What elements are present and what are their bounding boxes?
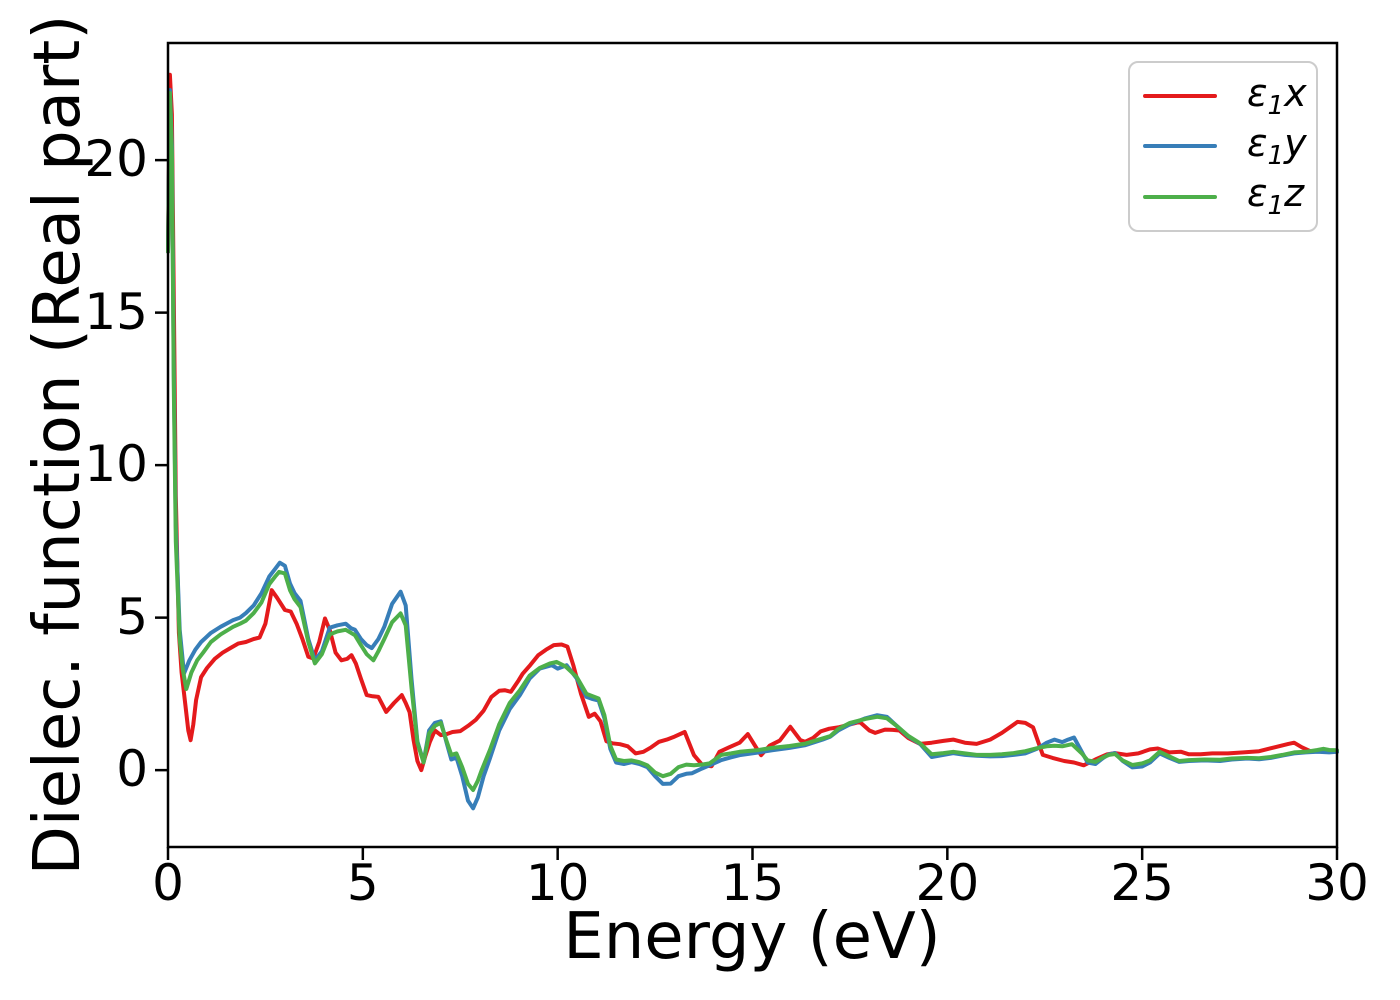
y-tick-label: 0 bbox=[116, 740, 148, 799]
legend-item-epsilon1-y: ε1y bbox=[1130, 121, 1316, 171]
x-tick-label: 20 bbox=[915, 854, 980, 912]
y-tick-label: 10 bbox=[84, 435, 148, 494]
legend-label-epsilon1-x: ε1x bbox=[1247, 70, 1307, 121]
x-tick-label: 0 bbox=[152, 854, 184, 912]
x-tick-label: 5 bbox=[346, 854, 379, 912]
legend-item-epsilon1-x: ε1x bbox=[1130, 71, 1316, 121]
x-axis-label: Energy (eV) bbox=[563, 900, 941, 974]
x-tick-label: 10 bbox=[525, 854, 590, 912]
legend-line-epsilon1-y bbox=[1143, 144, 1217, 149]
y-tick-label: 20 bbox=[84, 130, 148, 189]
legend-line-epsilon1-x bbox=[1143, 94, 1217, 99]
curve-epsilon1-z bbox=[166, 91, 1339, 792]
x-tick-label: 25 bbox=[1110, 854, 1174, 912]
x-tick-label: 15 bbox=[720, 854, 785, 912]
legend-label-epsilon1-y: ε1y bbox=[1247, 120, 1307, 171]
y-tick-label: 5 bbox=[116, 587, 148, 646]
curve-epsilon1-x bbox=[166, 72, 1339, 773]
legend: ε1x ε1y ε1z bbox=[1128, 61, 1318, 232]
legend-label-epsilon1-z: ε1z bbox=[1247, 171, 1305, 222]
y-tick-label: 15 bbox=[84, 282, 148, 341]
x-tick-label: 30 bbox=[1305, 854, 1369, 912]
legend-line-epsilon1-z bbox=[1143, 194, 1217, 199]
y-axis-label: Dielec. function (Real part) bbox=[21, 14, 95, 876]
legend-item-epsilon1-z: ε1z bbox=[1130, 172, 1316, 222]
